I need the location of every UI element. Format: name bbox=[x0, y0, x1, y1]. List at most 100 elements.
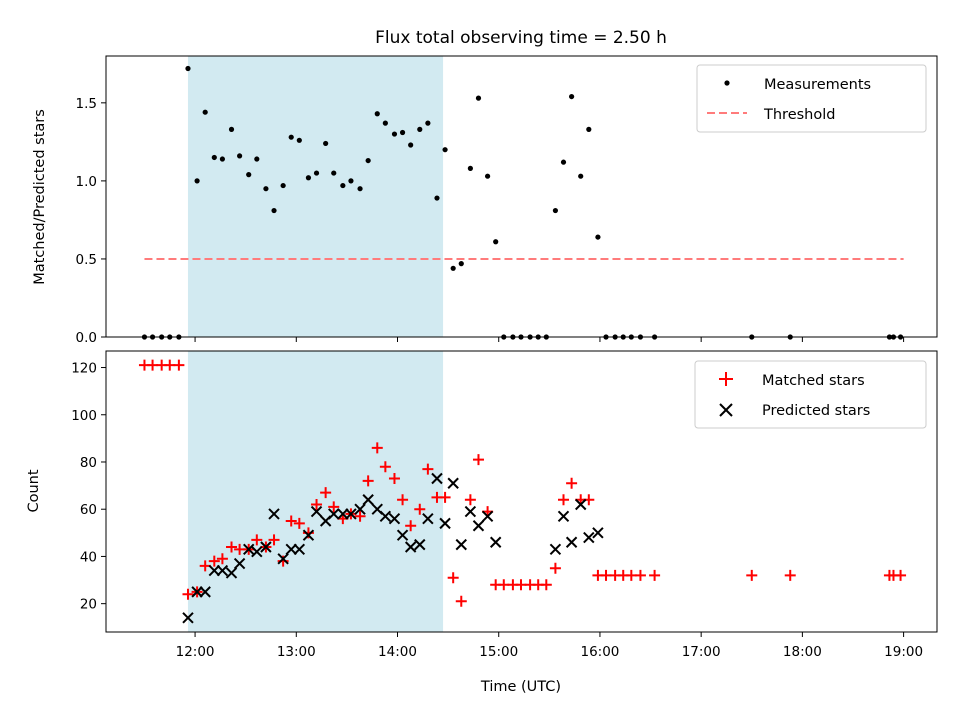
measurement-point-27 bbox=[374, 111, 380, 117]
matched-point-25 bbox=[354, 510, 366, 522]
measurement-point-18 bbox=[296, 137, 302, 143]
bottom-legend-box bbox=[694, 360, 927, 429]
predicted-point-1 bbox=[191, 586, 203, 598]
bottom-legend: Matched stars Predicted stars bbox=[694, 360, 927, 429]
legend-measurements-label: Measurements bbox=[764, 77, 871, 93]
predicted-point-32 bbox=[455, 538, 467, 551]
measurement-point-17 bbox=[288, 134, 294, 140]
predicted-point-13 bbox=[293, 543, 306, 556]
matched-point-18 bbox=[293, 517, 305, 529]
measurement-point-41 bbox=[493, 239, 499, 245]
x-axis-label: Time (UTC) bbox=[480, 679, 561, 695]
predicted-point-12 bbox=[285, 543, 297, 556]
predicted-point-9 bbox=[260, 541, 272, 553]
predicted-point-18 bbox=[337, 508, 349, 520]
matched-point-59 bbox=[649, 569, 661, 581]
measurement-point-24 bbox=[348, 178, 354, 184]
measurement-point-31 bbox=[408, 142, 414, 148]
matched-point-21 bbox=[320, 487, 332, 499]
bottom-panel: 20 40 60 80 100 120 12:00 13:00 14:00 15:00 16:00… bbox=[26, 350, 938, 695]
measurement-point-25 bbox=[357, 186, 363, 192]
top-legend: Measurements Threshold bbox=[696, 64, 927, 133]
matched-point-15 bbox=[268, 534, 280, 546]
predicted-point-19 bbox=[345, 508, 357, 520]
measurement-point-38 bbox=[467, 165, 473, 171]
matched-point-47 bbox=[540, 579, 552, 591]
top-panel: 0.0 0.5 1.0 1.5 Matched/Predicted stars Mea… bbox=[32, 55, 938, 346]
measurement-point-39 bbox=[475, 95, 482, 101]
predicted-point-35 bbox=[481, 510, 494, 523]
matched-point-33 bbox=[422, 463, 434, 475]
bottom-shaded-region bbox=[187, 351, 444, 632]
bottom-xtick-label-1: 13:00 bbox=[277, 644, 316, 660]
matched-point-38 bbox=[464, 494, 476, 506]
predicted-point-29 bbox=[431, 472, 443, 485]
measurement-point-26 bbox=[365, 157, 371, 164]
measurement-point-49 bbox=[560, 159, 567, 165]
predicted-point-17 bbox=[328, 508, 340, 520]
bottom-xtick-label-4: 16:00 bbox=[580, 644, 619, 660]
predicted-point-5 bbox=[225, 567, 238, 579]
predicted-point-8 bbox=[251, 546, 263, 558]
bottom-ytick-label-1: 40 bbox=[80, 549, 97, 565]
measurement-point-51 bbox=[578, 173, 584, 179]
measurement-point-15 bbox=[271, 207, 277, 214]
predicted-point-30 bbox=[439, 517, 451, 530]
matched-point-22 bbox=[328, 501, 340, 513]
measurement-point-52 bbox=[586, 126, 592, 132]
predicted-point-39 bbox=[565, 536, 578, 548]
bottom-xtick-label-0: 12:00 bbox=[176, 644, 215, 660]
chart-title: Flux total observing time = 2.50 h bbox=[375, 28, 667, 48]
matched-point-28 bbox=[379, 461, 391, 473]
predicted-point-25 bbox=[396, 529, 409, 541]
matched-point-17 bbox=[285, 515, 297, 527]
matched-point-5 bbox=[182, 588, 194, 600]
measurement-point-6 bbox=[194, 178, 200, 184]
matched-point-48 bbox=[549, 562, 561, 574]
bottom-y-ticks: 20 40 60 80 100 120 bbox=[71, 361, 106, 613]
predicted-point-6 bbox=[233, 557, 246, 570]
bottom-x-ticks: 12:00 13:00 14:00 15:00 16:00 17:00 18:00 19:00 bbox=[176, 632, 923, 660]
bottom-xtick-label-3: 15:00 bbox=[479, 644, 518, 660]
top-x-ticks bbox=[194, 337, 905, 342]
matched-point-20 bbox=[311, 498, 323, 510]
measurement-point-37 bbox=[458, 261, 464, 267]
predicted-point-11 bbox=[277, 553, 289, 565]
predicted-point-23 bbox=[379, 510, 392, 523]
measurement-point-33 bbox=[425, 120, 431, 126]
measurement-point-29 bbox=[391, 131, 398, 137]
matched-point-32 bbox=[414, 503, 426, 515]
top-ytick-label-3: 1.5 bbox=[76, 96, 97, 112]
predicted-point-40 bbox=[575, 498, 587, 511]
bottom-ytick-label-3: 80 bbox=[80, 455, 97, 471]
legend-measurement-marker bbox=[724, 80, 730, 86]
measurement-point-30 bbox=[399, 129, 406, 136]
predicted-point-21 bbox=[362, 494, 374, 506]
predicted-point-41 bbox=[583, 531, 595, 544]
predicted-point-31 bbox=[447, 477, 459, 489]
bottom-ytick-label-4: 100 bbox=[71, 408, 97, 424]
matched-point-31 bbox=[405, 520, 417, 532]
measurement-point-21 bbox=[323, 140, 329, 147]
measurement-point-22 bbox=[331, 170, 337, 176]
measurement-point-12 bbox=[246, 172, 252, 178]
legend-matched-marker bbox=[719, 372, 733, 386]
matched-point-7 bbox=[199, 560, 211, 572]
predicted-point-34 bbox=[472, 520, 485, 532]
matched-point-9 bbox=[216, 553, 228, 565]
matched-point-30 bbox=[397, 494, 409, 506]
measurement-point-5 bbox=[185, 65, 191, 72]
predicted-point-7 bbox=[243, 543, 255, 556]
top-ytick-label-0: 0.0 bbox=[76, 330, 97, 346]
measurement-point-13 bbox=[254, 156, 260, 162]
predicted-point-26 bbox=[404, 541, 417, 553]
top-y-ticks: 0.0 0.5 1.0 1.5 bbox=[76, 96, 106, 346]
measurement-point-14 bbox=[263, 186, 269, 192]
measurement-point-50 bbox=[569, 93, 575, 100]
legend-predicted-label: Predicted stars bbox=[762, 403, 870, 419]
predicted-point-4 bbox=[216, 564, 229, 577]
bottom-ytick-label-5: 120 bbox=[71, 361, 97, 377]
measurement-point-28 bbox=[382, 120, 388, 126]
bottom-ytick-label-2: 60 bbox=[80, 502, 97, 518]
matched-point-39 bbox=[472, 454, 484, 466]
